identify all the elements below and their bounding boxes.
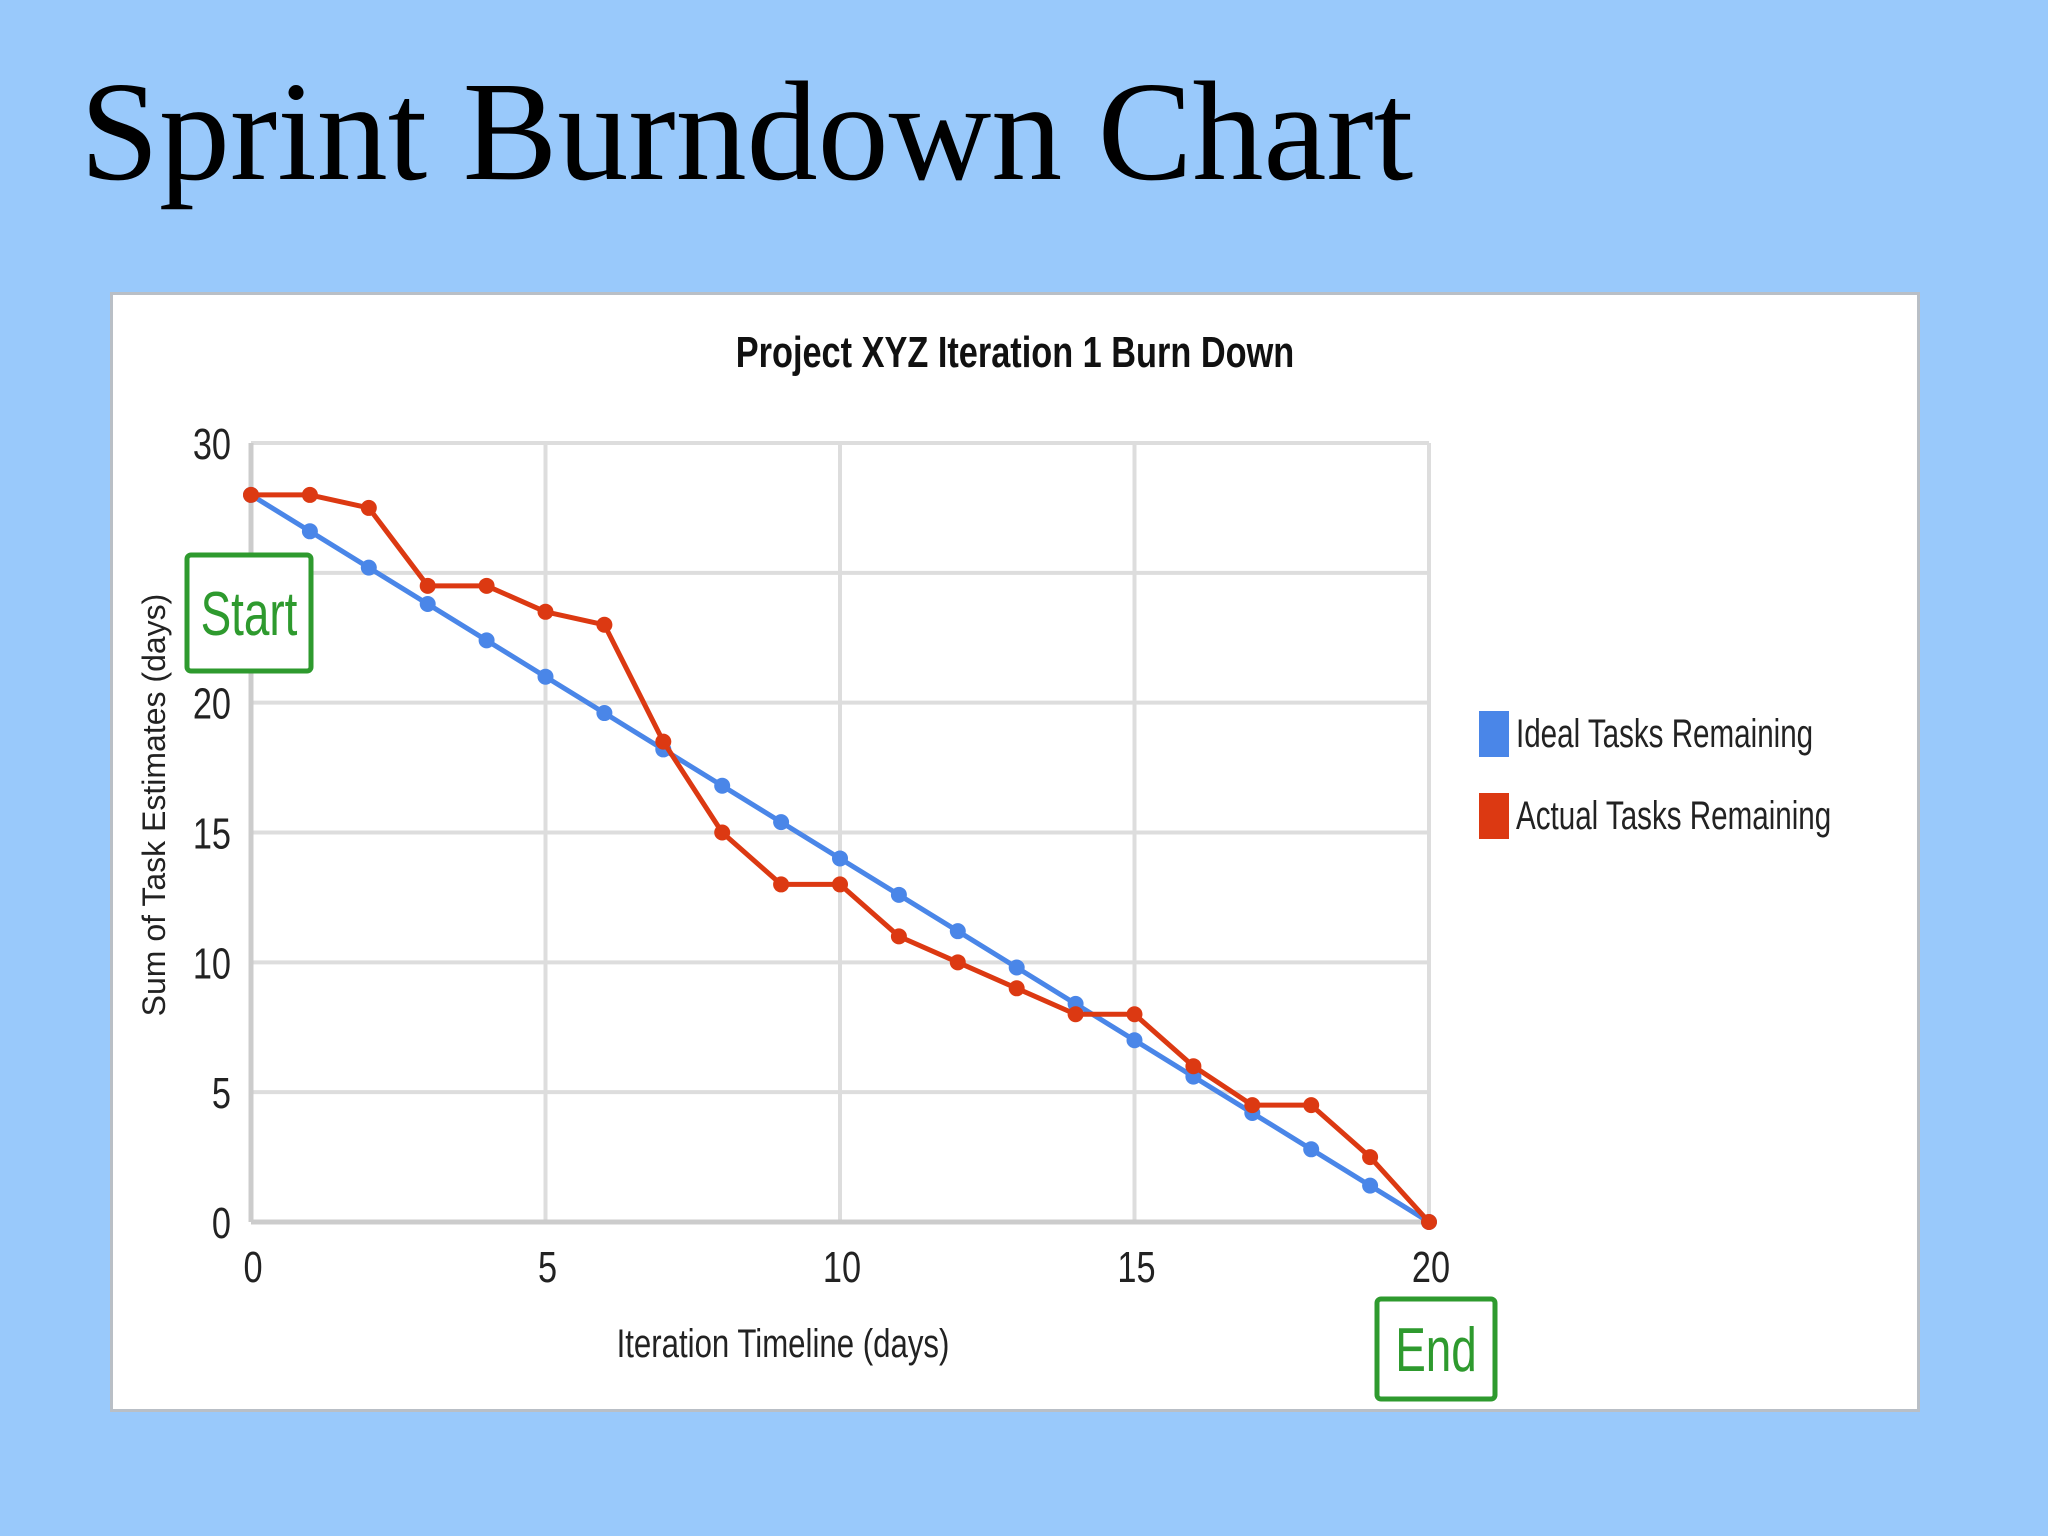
actual-point <box>478 577 495 594</box>
actual-point <box>655 733 672 750</box>
actual-point <box>1126 1006 1143 1023</box>
ideal-point <box>773 814 790 831</box>
ideal-point <box>419 595 436 612</box>
actual-point <box>301 486 318 503</box>
ideal-point <box>478 632 495 649</box>
y-tick-label: 0 <box>212 1199 231 1248</box>
grid-layer <box>249 441 1431 1224</box>
ideal-point <box>714 777 731 794</box>
actual-point <box>243 486 259 503</box>
ideal-point <box>1126 1032 1143 1049</box>
actual-point <box>1185 1058 1202 1075</box>
actual-point <box>832 876 848 893</box>
actual-series <box>243 486 1437 1230</box>
actual-point <box>537 603 554 620</box>
legend: Ideal Tasks Remaining Actual Tasks Remain… <box>1479 711 1831 839</box>
ideal-point <box>832 850 848 867</box>
text-layer: 05101520253005101520Project XYZ Iteratio… <box>136 328 1450 1366</box>
ideal-series <box>243 486 1437 1230</box>
y-tick-label: 5 <box>212 1069 231 1118</box>
chart-title: Project XYZ Iteration 1 Burn Down <box>736 328 1294 377</box>
x-tick-label: 0 <box>243 1243 262 1292</box>
legend-swatch <box>1479 793 1509 839</box>
start-callout-label: Start <box>201 579 298 648</box>
callouts: Start End <box>184 552 1498 1402</box>
ideal-point <box>1362 1177 1379 1194</box>
actual-point <box>1362 1149 1379 1166</box>
y-tick-label: 20 <box>193 680 231 729</box>
start-callout-box <box>184 552 314 674</box>
actual-point <box>596 616 613 633</box>
actual-point <box>1244 1097 1261 1114</box>
start-callout: Start <box>184 552 314 674</box>
y-tick-label: 10 <box>193 939 231 988</box>
x-tick-label: 20 <box>1412 1243 1450 1292</box>
ideal-point <box>537 668 554 685</box>
actual-point <box>890 928 907 945</box>
legend-label: Actual Tasks Remaining <box>1516 794 1831 838</box>
ideal-point <box>890 886 907 903</box>
actual-point <box>949 954 966 971</box>
series-layer <box>243 486 1437 1230</box>
ideal-point <box>596 705 613 722</box>
ideal-point <box>949 923 966 940</box>
legend-swatch <box>1479 711 1509 757</box>
y-axis-label: Sum of Task Estimates (days) <box>136 594 172 1017</box>
y-tick-label: 15 <box>193 809 231 858</box>
ideal-point <box>1303 1141 1320 1158</box>
actual-point <box>1421 1214 1437 1230</box>
actual-point <box>773 876 790 893</box>
actual-point <box>714 824 731 841</box>
actual-point <box>419 577 436 594</box>
end-callout-box <box>1374 1296 1498 1402</box>
end-callout-label: End <box>1395 1315 1477 1384</box>
chart-frame: 05101520253005101520Project XYZ Iteratio… <box>110 292 1920 1412</box>
x-axis-label: Iteration Timeline (days) <box>617 1321 950 1366</box>
actual-point <box>1303 1097 1320 1114</box>
actual-point <box>1008 980 1025 997</box>
legend-label: Ideal Tasks Remaining <box>1516 712 1813 756</box>
y-tick-label: 30 <box>193 420 231 469</box>
actual-point <box>360 499 377 516</box>
burndown-chart: 05101520253005101520Project XYZ Iteratio… <box>136 328 1831 1402</box>
x-tick-label: 5 <box>538 1243 557 1292</box>
x-tick-label: 10 <box>823 1243 861 1292</box>
actual-point <box>1067 1006 1084 1023</box>
slide-title: Sprint Burndown Chart <box>80 52 1414 210</box>
x-tick-label: 15 <box>1117 1243 1155 1292</box>
ideal-point <box>301 523 318 540</box>
end-callout: End <box>1374 1296 1498 1402</box>
ideal-point <box>360 559 377 576</box>
ideal-point <box>1008 959 1025 976</box>
